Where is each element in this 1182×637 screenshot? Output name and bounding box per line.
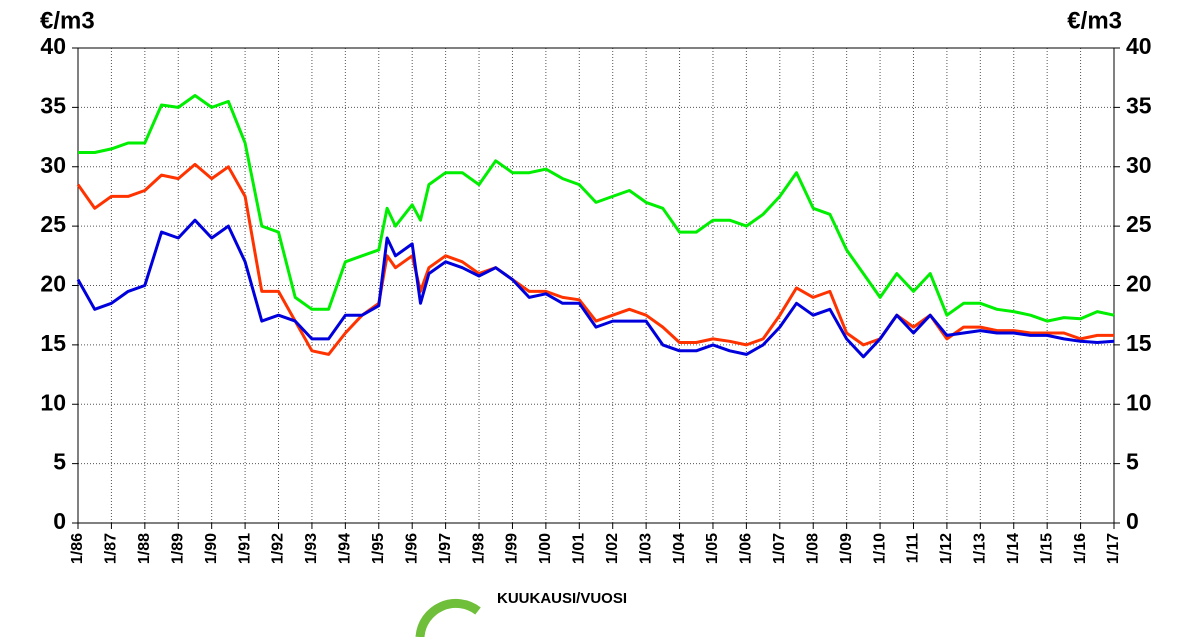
x-tick-label: 1/00 <box>537 533 554 564</box>
y2-axis-label: €/m3 <box>1067 7 1122 34</box>
x-tick-label: 1/12 <box>938 533 955 564</box>
y2-tick-label: 35 <box>1126 92 1152 118</box>
y-tick-label: 0 <box>53 508 66 534</box>
y2-tick-label: 30 <box>1126 152 1152 178</box>
y2-tick-label: 25 <box>1126 211 1152 237</box>
x-tick-label: 1/95 <box>370 533 387 564</box>
x-tick-label: 1/02 <box>604 533 621 564</box>
x-tick-label: 1/04 <box>671 533 688 564</box>
y2-tick-label: 0 <box>1126 508 1139 534</box>
y-tick-label: 20 <box>40 271 66 297</box>
x-tick-label: 1/13 <box>972 533 989 564</box>
y2-tick-label: 20 <box>1126 271 1152 297</box>
y-tick-label: 15 <box>40 330 66 356</box>
y-tick-label: 35 <box>40 92 66 118</box>
x-tick-label: 1/99 <box>504 533 521 564</box>
x-tick-label: 1/16 <box>1072 533 1089 564</box>
plot-frame <box>77 47 1115 524</box>
x-axis-label: KUUKAUSI/VUOSI <box>497 590 627 607</box>
x-tick-label: 1/09 <box>838 533 855 564</box>
x-tick-label: 1/88 <box>136 533 153 564</box>
x-tick-label: 1/11 <box>905 533 922 563</box>
x-tick-label: 1/97 <box>437 533 454 564</box>
y-tick-label: 25 <box>40 211 66 237</box>
x-tick-label: 1/14 <box>1005 533 1022 564</box>
y-tick-label: 40 <box>40 33 66 59</box>
y-tick-label: 5 <box>53 449 66 475</box>
x-tick-label: 1/89 <box>169 533 186 564</box>
x-tick-label: 1/93 <box>303 533 320 564</box>
x-tick-label: 1/07 <box>771 533 788 564</box>
series-line <box>76 218 1115 359</box>
x-tick-label: 1/86 <box>69 533 86 564</box>
y-tick-label: 10 <box>40 389 66 415</box>
x-tick-label: 1/06 <box>738 533 755 564</box>
x-tick-label: 1/01 <box>571 533 588 564</box>
y2-tick-label: 5 <box>1126 449 1139 475</box>
x-tick-label: 1/90 <box>203 533 220 564</box>
x-tick-label: 1/03 <box>637 533 654 564</box>
x-tick-label: 1/92 <box>270 533 287 564</box>
x-tick-label: 1/15 <box>1038 533 1055 564</box>
y2-tick-label: 40 <box>1126 33 1152 59</box>
x-tick-label: 1/94 <box>337 533 354 564</box>
x-tick-label: 1/10 <box>871 533 888 564</box>
x-tick-label: 1/98 <box>470 533 487 564</box>
y-tick-label: 30 <box>40 152 66 178</box>
x-tick-label: 1/96 <box>403 533 420 564</box>
x-tick-label: 1/87 <box>103 533 120 564</box>
x-tick-label: 1/05 <box>704 533 721 564</box>
x-tick-label: 1/17 <box>1105 533 1122 564</box>
y2-tick-label: 15 <box>1126 330 1152 356</box>
x-tick-label: 1/91 <box>236 533 253 564</box>
logo <box>415 598 481 637</box>
series-line <box>78 94 1115 323</box>
y-axis-label: €/m3 <box>40 7 95 34</box>
x-tick-label: 1/08 <box>804 533 821 564</box>
y2-tick-label: 10 <box>1126 389 1152 415</box>
